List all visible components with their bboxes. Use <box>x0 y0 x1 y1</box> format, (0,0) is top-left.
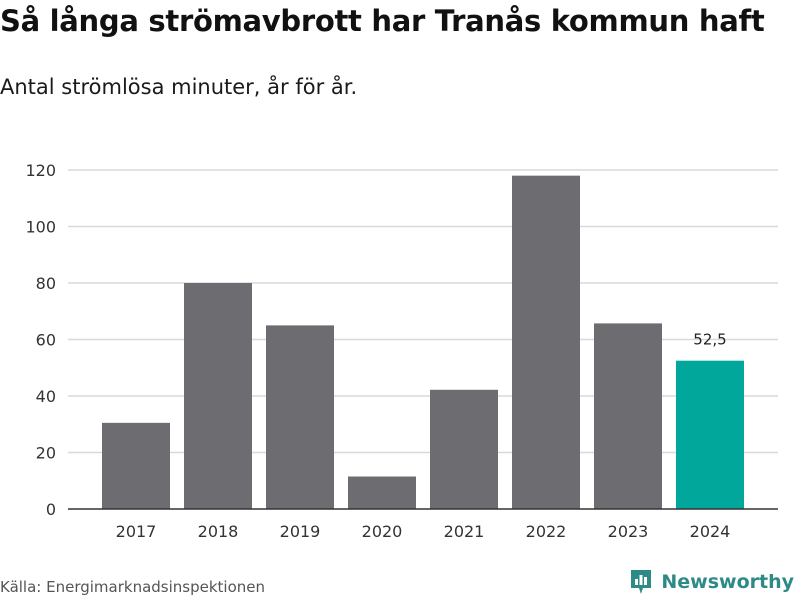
bar-2018 <box>184 283 252 509</box>
source-note: Källa: Energimarknadsinspektionen <box>0 578 266 596</box>
y-tick-label-20: 20 <box>36 444 56 463</box>
chart-subtitle: Antal strömlösa minuter, år för år. <box>0 75 358 99</box>
bar-2021 <box>430 389 498 509</box>
x-tick-label-2021: 2021 <box>444 522 485 541</box>
y-tick-label-120: 120 <box>25 161 56 180</box>
bar-2019 <box>266 325 334 509</box>
data-label-2024: 52,5 <box>693 331 726 349</box>
y-tick-label-40: 40 <box>36 387 56 406</box>
newsworthy-logo: Newsworthy <box>629 568 794 596</box>
x-tick-label-2020: 2020 <box>362 522 403 541</box>
x-tick-label-2017: 2017 <box>116 522 157 541</box>
newsworthy-icon <box>631 570 652 594</box>
bar-2022 <box>512 175 580 509</box>
chart-title: Så långa strömavbrott har Tranås kommun … <box>0 4 765 38</box>
x-tick-label-2024: 2024 <box>690 522 731 541</box>
x-tick-label-2018: 2018 <box>198 522 239 541</box>
bar-2017 <box>102 422 170 509</box>
y-tick-label-60: 60 <box>36 331 56 350</box>
bar-2020 <box>348 476 416 509</box>
y-tick-label-0: 0 <box>46 500 56 519</box>
x-tick-label-2019: 2019 <box>280 522 321 541</box>
bar-2023 <box>594 323 662 509</box>
brand-name: Newsworthy <box>661 571 794 593</box>
x-tick-label-2023: 2023 <box>608 522 649 541</box>
y-tick-label-80: 80 <box>36 274 56 293</box>
x-tick-label-2022: 2022 <box>526 522 567 541</box>
bar-2024 <box>676 360 744 509</box>
y-tick-label-100: 100 <box>25 218 56 237</box>
